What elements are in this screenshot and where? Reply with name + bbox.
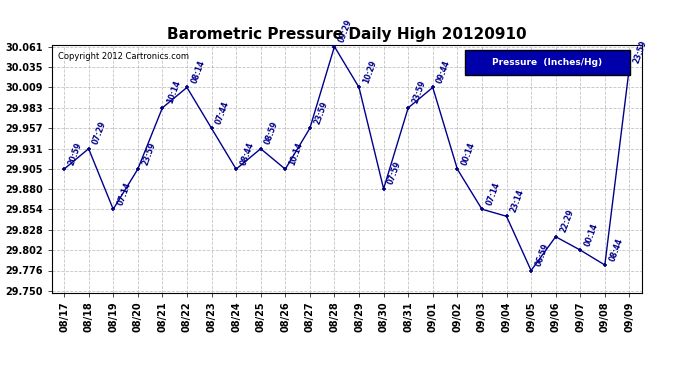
- Point: [181, 84, 193, 90]
- Text: 07:14: 07:14: [116, 181, 132, 206]
- Text: 07:29: 07:29: [91, 120, 108, 146]
- Point: [526, 267, 537, 273]
- Point: [329, 44, 340, 50]
- Point: [132, 166, 144, 172]
- Point: [476, 206, 487, 212]
- Point: [353, 84, 364, 90]
- Text: 20:59: 20:59: [67, 141, 83, 166]
- Text: 23:14: 23:14: [509, 188, 526, 213]
- Text: 09:29: 09:29: [337, 18, 354, 44]
- Point: [575, 247, 586, 253]
- Point: [501, 213, 512, 219]
- Point: [452, 166, 463, 172]
- Text: 08:59: 08:59: [264, 120, 280, 146]
- Point: [624, 64, 635, 70]
- Point: [157, 105, 168, 111]
- Text: 00:14: 00:14: [460, 141, 477, 166]
- FancyBboxPatch shape: [464, 50, 630, 75]
- Text: 06:59: 06:59: [534, 242, 551, 268]
- Point: [279, 166, 290, 172]
- Point: [230, 166, 241, 172]
- Title: Barometric Pressure Daily High 20120910: Barometric Pressure Daily High 20120910: [167, 27, 526, 42]
- Point: [59, 166, 70, 172]
- Point: [108, 206, 119, 212]
- Text: 08:44: 08:44: [239, 141, 255, 166]
- Point: [600, 262, 611, 268]
- Text: 08:14: 08:14: [190, 59, 206, 85]
- Point: [378, 186, 389, 192]
- Text: 09:44: 09:44: [435, 59, 452, 85]
- Text: 10:29: 10:29: [362, 59, 379, 85]
- Text: 08:44: 08:44: [608, 236, 624, 262]
- Text: 07:44: 07:44: [215, 100, 231, 126]
- Text: 07:59: 07:59: [386, 160, 403, 186]
- Text: 00:14: 00:14: [583, 222, 600, 247]
- Point: [255, 146, 266, 152]
- Text: 07:14: 07:14: [484, 181, 502, 206]
- Text: 10:14: 10:14: [288, 141, 305, 166]
- Point: [304, 125, 315, 131]
- Text: 10:14: 10:14: [165, 80, 182, 105]
- Text: 23:59: 23:59: [632, 39, 649, 64]
- Text: 22:29: 22:29: [558, 208, 575, 234]
- Text: 23:59: 23:59: [313, 100, 329, 126]
- Point: [427, 84, 438, 90]
- Point: [403, 105, 414, 111]
- Point: [550, 234, 561, 240]
- Text: 23:59: 23:59: [411, 80, 428, 105]
- Point: [206, 125, 217, 131]
- Text: 23:59: 23:59: [141, 141, 157, 166]
- Point: [83, 146, 94, 152]
- Text: Pressure  (Inches/Hg): Pressure (Inches/Hg): [492, 58, 602, 67]
- Text: Copyright 2012 Cartronics.com: Copyright 2012 Cartronics.com: [58, 53, 188, 62]
